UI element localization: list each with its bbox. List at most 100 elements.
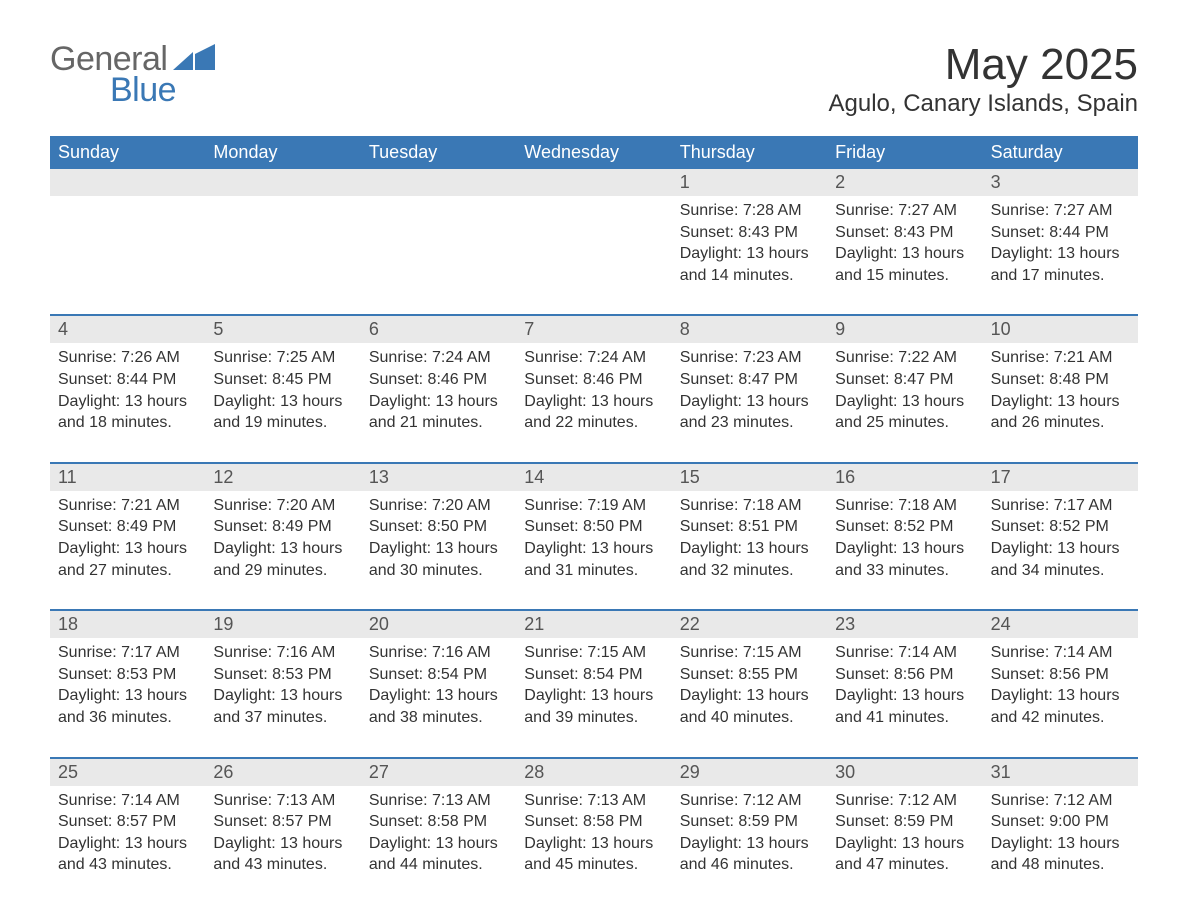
sunset-text: Sunset: 8:52 PM [835, 516, 974, 538]
weekday-sunday: Sunday [50, 136, 205, 169]
day-number: 1 [672, 169, 827, 196]
title-block: May 2025 Agulo, Canary Islands, Spain [828, 40, 1138, 118]
day-number: 2 [827, 169, 982, 196]
sunset-text: Sunset: 8:51 PM [680, 516, 819, 538]
sunset-text: Sunset: 8:47 PM [835, 369, 974, 391]
day-number [361, 169, 516, 196]
daylight-text: Daylight: 13 hours and 19 minutes. [213, 391, 352, 434]
location-subtitle: Agulo, Canary Islands, Spain [828, 90, 1138, 118]
day-number: 27 [361, 759, 516, 786]
day-number: 25 [50, 759, 205, 786]
sunset-text: Sunset: 8:49 PM [213, 516, 352, 538]
sunset-text: Sunset: 8:47 PM [680, 369, 819, 391]
sunrise-text: Sunrise: 7:13 AM [369, 790, 508, 812]
sunrise-text: Sunrise: 7:21 AM [58, 495, 197, 517]
daylight-text: Daylight: 13 hours and 29 minutes. [213, 538, 352, 581]
daylight-text: Daylight: 13 hours and 22 minutes. [524, 391, 663, 434]
daylight-text: Daylight: 13 hours and 48 minutes. [991, 833, 1130, 876]
page: General Blue May 2025 Agulo, Canary Isla… [0, 0, 1188, 916]
sunrise-text: Sunrise: 7:18 AM [835, 495, 974, 517]
day-cell: Sunrise: 7:13 AMSunset: 8:57 PMDaylight:… [205, 786, 360, 886]
logo-flag-icon [173, 44, 215, 75]
day-number: 22 [672, 611, 827, 638]
day-cell: Sunrise: 7:12 AMSunset: 8:59 PMDaylight:… [827, 786, 982, 886]
day-cell [361, 196, 516, 296]
day-number: 29 [672, 759, 827, 786]
logo: General Blue [50, 40, 215, 110]
weekday-wednesday: Wednesday [516, 136, 671, 169]
daylight-text: Daylight: 13 hours and 25 minutes. [835, 391, 974, 434]
day-number: 3 [983, 169, 1138, 196]
daynum-row: 45678910 [50, 316, 1138, 343]
day-number: 4 [50, 316, 205, 343]
daylight-text: Daylight: 13 hours and 43 minutes. [58, 833, 197, 876]
sunset-text: Sunset: 8:45 PM [213, 369, 352, 391]
day-number: 7 [516, 316, 671, 343]
daylight-text: Daylight: 13 hours and 31 minutes. [524, 538, 663, 581]
day-number: 8 [672, 316, 827, 343]
day-number: 26 [205, 759, 360, 786]
day-cell: Sunrise: 7:20 AMSunset: 8:50 PMDaylight:… [361, 491, 516, 591]
day-cell: Sunrise: 7:16 AMSunset: 8:53 PMDaylight:… [205, 638, 360, 738]
sunrise-text: Sunrise: 7:12 AM [991, 790, 1130, 812]
logo-blue-text: Blue [110, 71, 176, 110]
day-number: 24 [983, 611, 1138, 638]
sunset-text: Sunset: 8:58 PM [524, 811, 663, 833]
daylight-text: Daylight: 13 hours and 14 minutes. [680, 243, 819, 286]
day-number: 9 [827, 316, 982, 343]
sunrise-text: Sunrise: 7:28 AM [680, 200, 819, 222]
sunrise-text: Sunrise: 7:16 AM [213, 642, 352, 664]
sunrise-text: Sunrise: 7:18 AM [680, 495, 819, 517]
day-number: 14 [516, 464, 671, 491]
sunrise-text: Sunrise: 7:16 AM [369, 642, 508, 664]
sunset-text: Sunset: 8:50 PM [524, 516, 663, 538]
daynum-row: 11121314151617 [50, 464, 1138, 491]
weekday-monday: Monday [205, 136, 360, 169]
sunset-text: Sunset: 8:59 PM [835, 811, 974, 833]
daylight-text: Daylight: 13 hours and 42 minutes. [991, 685, 1130, 728]
day-number: 19 [205, 611, 360, 638]
daycontent-row: Sunrise: 7:28 AMSunset: 8:43 PMDaylight:… [50, 196, 1138, 296]
month-title: May 2025 [828, 40, 1138, 90]
day-cell: Sunrise: 7:17 AMSunset: 8:52 PMDaylight:… [983, 491, 1138, 591]
day-number: 10 [983, 316, 1138, 343]
sunrise-text: Sunrise: 7:17 AM [991, 495, 1130, 517]
week-row: 45678910Sunrise: 7:26 AMSunset: 8:44 PMD… [50, 314, 1138, 443]
daylight-text: Daylight: 13 hours and 18 minutes. [58, 391, 197, 434]
day-cell: Sunrise: 7:25 AMSunset: 8:45 PMDaylight:… [205, 343, 360, 443]
daycontent-row: Sunrise: 7:17 AMSunset: 8:53 PMDaylight:… [50, 638, 1138, 738]
sunset-text: Sunset: 8:44 PM [991, 222, 1130, 244]
weekday-header-row: Sunday Monday Tuesday Wednesday Thursday… [50, 136, 1138, 169]
daylight-text: Daylight: 13 hours and 36 minutes. [58, 685, 197, 728]
sunset-text: Sunset: 8:54 PM [524, 664, 663, 686]
day-number: 30 [827, 759, 982, 786]
sunset-text: Sunset: 8:55 PM [680, 664, 819, 686]
day-cell: Sunrise: 7:12 AMSunset: 8:59 PMDaylight:… [672, 786, 827, 886]
daynum-row: 25262728293031 [50, 759, 1138, 786]
daycontent-row: Sunrise: 7:14 AMSunset: 8:57 PMDaylight:… [50, 786, 1138, 886]
daylight-text: Daylight: 13 hours and 40 minutes. [680, 685, 819, 728]
sunset-text: Sunset: 8:49 PM [58, 516, 197, 538]
day-number: 23 [827, 611, 982, 638]
day-cell: Sunrise: 7:14 AMSunset: 8:57 PMDaylight:… [50, 786, 205, 886]
sunrise-text: Sunrise: 7:24 AM [369, 347, 508, 369]
weekday-saturday: Saturday [983, 136, 1138, 169]
sunrise-text: Sunrise: 7:20 AM [213, 495, 352, 517]
daylight-text: Daylight: 13 hours and 21 minutes. [369, 391, 508, 434]
daylight-text: Daylight: 13 hours and 47 minutes. [835, 833, 974, 876]
daylight-text: Daylight: 13 hours and 44 minutes. [369, 833, 508, 876]
day-number: 18 [50, 611, 205, 638]
daylight-text: Daylight: 13 hours and 32 minutes. [680, 538, 819, 581]
day-cell: Sunrise: 7:18 AMSunset: 8:51 PMDaylight:… [672, 491, 827, 591]
daylight-text: Daylight: 13 hours and 34 minutes. [991, 538, 1130, 581]
week-row: 18192021222324Sunrise: 7:17 AMSunset: 8:… [50, 609, 1138, 738]
header: General Blue May 2025 Agulo, Canary Isla… [50, 40, 1138, 118]
day-cell: Sunrise: 7:28 AMSunset: 8:43 PMDaylight:… [672, 196, 827, 296]
sunset-text: Sunset: 8:50 PM [369, 516, 508, 538]
day-cell: Sunrise: 7:20 AMSunset: 8:49 PMDaylight:… [205, 491, 360, 591]
daynum-row: 123 [50, 169, 1138, 196]
week-row: 11121314151617Sunrise: 7:21 AMSunset: 8:… [50, 462, 1138, 591]
day-number [516, 169, 671, 196]
sunset-text: Sunset: 8:59 PM [680, 811, 819, 833]
daycontent-row: Sunrise: 7:26 AMSunset: 8:44 PMDaylight:… [50, 343, 1138, 443]
